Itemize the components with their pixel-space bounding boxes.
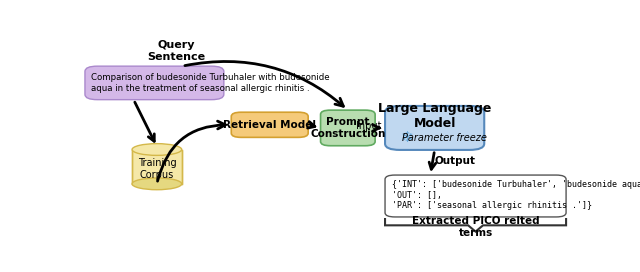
Text: Comparison of budesonide Turbuhaler with budesonide
aqua in the treatment of sea: Comparison of budesonide Turbuhaler with… <box>91 73 330 92</box>
Ellipse shape <box>132 144 182 155</box>
FancyBboxPatch shape <box>321 110 375 146</box>
Text: Query
Sentence: Query Sentence <box>148 40 206 61</box>
FancyBboxPatch shape <box>231 112 308 137</box>
Text: Parameter freeze: Parameter freeze <box>402 133 487 143</box>
Text: Output: Output <box>435 156 476 166</box>
Ellipse shape <box>132 178 182 190</box>
FancyBboxPatch shape <box>132 150 182 184</box>
FancyBboxPatch shape <box>85 66 224 100</box>
Text: ❄: ❄ <box>401 130 413 145</box>
Text: Prompt
Construction: Prompt Construction <box>310 117 385 139</box>
FancyBboxPatch shape <box>385 175 566 217</box>
Text: Retrieval Model: Retrieval Model <box>223 120 316 130</box>
Text: Training
Corpus: Training Corpus <box>138 158 176 180</box>
Text: {'INT': ['budesonide Turbuhaler', 'budesonide aqua'],
'OUT': [],
'PAR': ['season: {'INT': ['budesonide Turbuhaler', 'budes… <box>392 180 640 221</box>
Text: Extracted PICO relted
terms: Extracted PICO relted terms <box>412 216 540 238</box>
Text: Input: Input <box>356 121 381 131</box>
FancyBboxPatch shape <box>385 106 484 150</box>
Text: Large Language
Model: Large Language Model <box>378 103 492 131</box>
